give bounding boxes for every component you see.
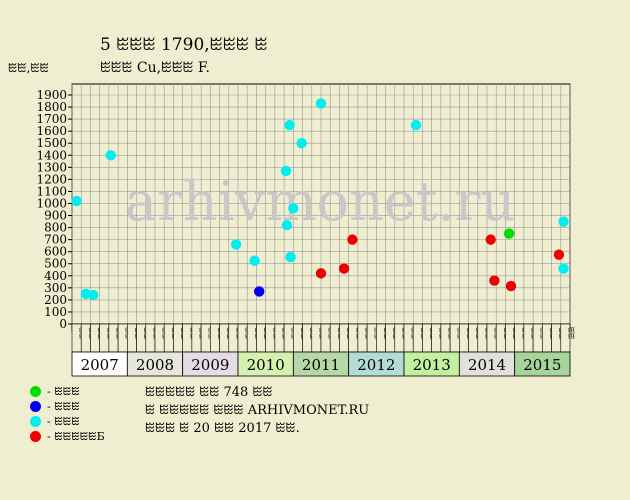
legend-item-unc: - ꖺꖺꖺ (30, 399, 105, 414)
x-axis-quarters: ꖺꖺꖺꖺꖺꖺꖺꖺꖺꖺꖺꖺꖺꖺꖺꖺꖺꖺꖺꖺꖺꖺꖺꖺꖺꖺꖺꖺꖺꖺꖺꖺꖺꖺꖺꖺꖺꖺꖺꖺ… (71, 323, 575, 353)
data-point (338, 263, 350, 274)
data-points (71, 98, 569, 301)
y-tick-label: 1200 (36, 172, 67, 186)
y-tick-label: 1000 (36, 196, 67, 210)
year-cell (126, 351, 184, 377)
chart-svg: 5 ꖺꖺꖺ 1790,ꖺꖺꖺ ꖺ ꖺꖺꖺ Cu,ꖺꖺꖺ F. ꖺꖺ,ꖺꖺ 010… (8, 35, 575, 377)
y-ticks: 0100200300400500600700800900100011001200… (36, 88, 72, 331)
legend-dot-red (30, 431, 41, 442)
y-tick-label: 0 (59, 317, 67, 331)
x-axis-years: 2007 2008 2009 2010 2011 2012 2013 2014 2015 (71, 351, 571, 377)
y-tick-label: 200 (44, 293, 67, 307)
y-tick-label: 1100 (36, 184, 67, 198)
year-label: 2010 (247, 356, 285, 374)
legend-label: - ꖺꖺꖺ (47, 399, 80, 413)
data-point (249, 255, 260, 266)
legend-dot-green (30, 386, 41, 397)
data-point (88, 289, 99, 301)
data-point (485, 234, 496, 245)
year-cell (514, 351, 571, 377)
data-point (296, 138, 307, 149)
data-point (285, 251, 296, 263)
year-cell (237, 351, 294, 377)
year-label: 2009 (191, 356, 229, 374)
data-point (489, 275, 500, 286)
data-point (505, 280, 517, 292)
legend-item-vf: - ꖺꖺꖺꖺꖺБ (30, 429, 105, 444)
y-tick-label: 500 (44, 257, 67, 271)
year-label: 2008 (136, 356, 174, 374)
y-tick-label: 1900 (36, 88, 67, 102)
year-cell (403, 351, 460, 377)
legend-label: - ꖺꖺꖺ (47, 384, 80, 398)
legend-item-xf: - ꖺꖺꖺ (30, 414, 105, 429)
y-tick-label: 400 (44, 269, 67, 283)
data-point (347, 234, 358, 245)
data-point (281, 219, 293, 231)
quarter-label: ꖺꖺ (566, 327, 575, 339)
legend: - ꖺꖺꖺ - ꖺꖺꖺ - ꖺꖺꖺ - ꖺꖺꖺꖺꖺБ (30, 384, 105, 444)
y-axis-label: ꖺꖺ,ꖺꖺ (8, 61, 49, 75)
data-point (503, 228, 515, 239)
y-tick-label: 1400 (36, 148, 67, 162)
y-tick-label: 1700 (36, 112, 67, 126)
chart-title-line2: ꖺꖺꖺ Cu,ꖺꖺꖺ F. (100, 60, 210, 76)
legend-label: - ꖺꖺꖺ (47, 414, 80, 428)
year-label: 2011 (302, 356, 340, 374)
y-tick-label: 100 (44, 305, 67, 319)
year-cell (348, 351, 405, 377)
data-point (284, 119, 295, 131)
data-point (105, 150, 116, 161)
data-point (71, 195, 82, 207)
data-point (315, 98, 327, 109)
note-line: ꖺ ꖺꖺꖺꖺꖺ ꖺꖺꖺ ARHIVMONET.RU (145, 403, 370, 418)
data-point (230, 239, 242, 250)
watermark: arhivmonet.ru (125, 170, 515, 233)
legend-label: - ꖺꖺꖺꖺꖺБ (47, 429, 105, 443)
y-tick-label: 800 (44, 221, 67, 235)
year-label: 2015 (523, 356, 561, 374)
data-point (558, 216, 569, 227)
year-cell (458, 351, 516, 377)
year-cell (182, 351, 239, 377)
y-tick-label: 900 (44, 209, 67, 223)
y-tick-label: 300 (44, 281, 67, 295)
y-tick-label: 1500 (36, 136, 67, 150)
year-label: 2013 (413, 356, 451, 374)
year-label: 2007 (81, 356, 119, 374)
notes: ꖺꖺꖺꖺꖺ ꖺꖺ 748 ꖺꖺ ꖺ ꖺꖺꖺꖺꖺ ꖺꖺꖺ ARHIVMONET.R… (145, 384, 369, 438)
y-tick-label: 1800 (36, 100, 67, 114)
data-point (280, 165, 292, 177)
year-label: 2012 (357, 356, 395, 374)
note-line: ꖺꖺꖺ ꖺ 20 ꖺꖺ 2017 ꖺꖺ. (145, 421, 300, 436)
year-label: 2014 (468, 356, 506, 374)
data-point (254, 286, 265, 297)
y-tick-label: 600 (44, 245, 67, 259)
y-tick-label: 1600 (36, 124, 67, 138)
note-line: ꖺꖺꖺꖺꖺ ꖺꖺ 748 ꖺꖺ (145, 385, 273, 400)
data-point (410, 119, 422, 131)
data-point (558, 263, 569, 274)
chart-title-line1: 5 ꖺꖺꖺ 1790,ꖺꖺꖺ ꖺ (100, 35, 268, 55)
legend-dot-cyan (30, 416, 41, 427)
legend-dot-blue (30, 401, 41, 412)
data-point (553, 249, 565, 260)
y-tick-label: 700 (44, 233, 67, 247)
data-point (315, 268, 327, 279)
data-point (288, 203, 299, 214)
legend-item-new: - ꖺꖺꖺ (30, 384, 105, 399)
y-tick-label: 1300 (36, 160, 67, 174)
year-cell (292, 351, 350, 377)
